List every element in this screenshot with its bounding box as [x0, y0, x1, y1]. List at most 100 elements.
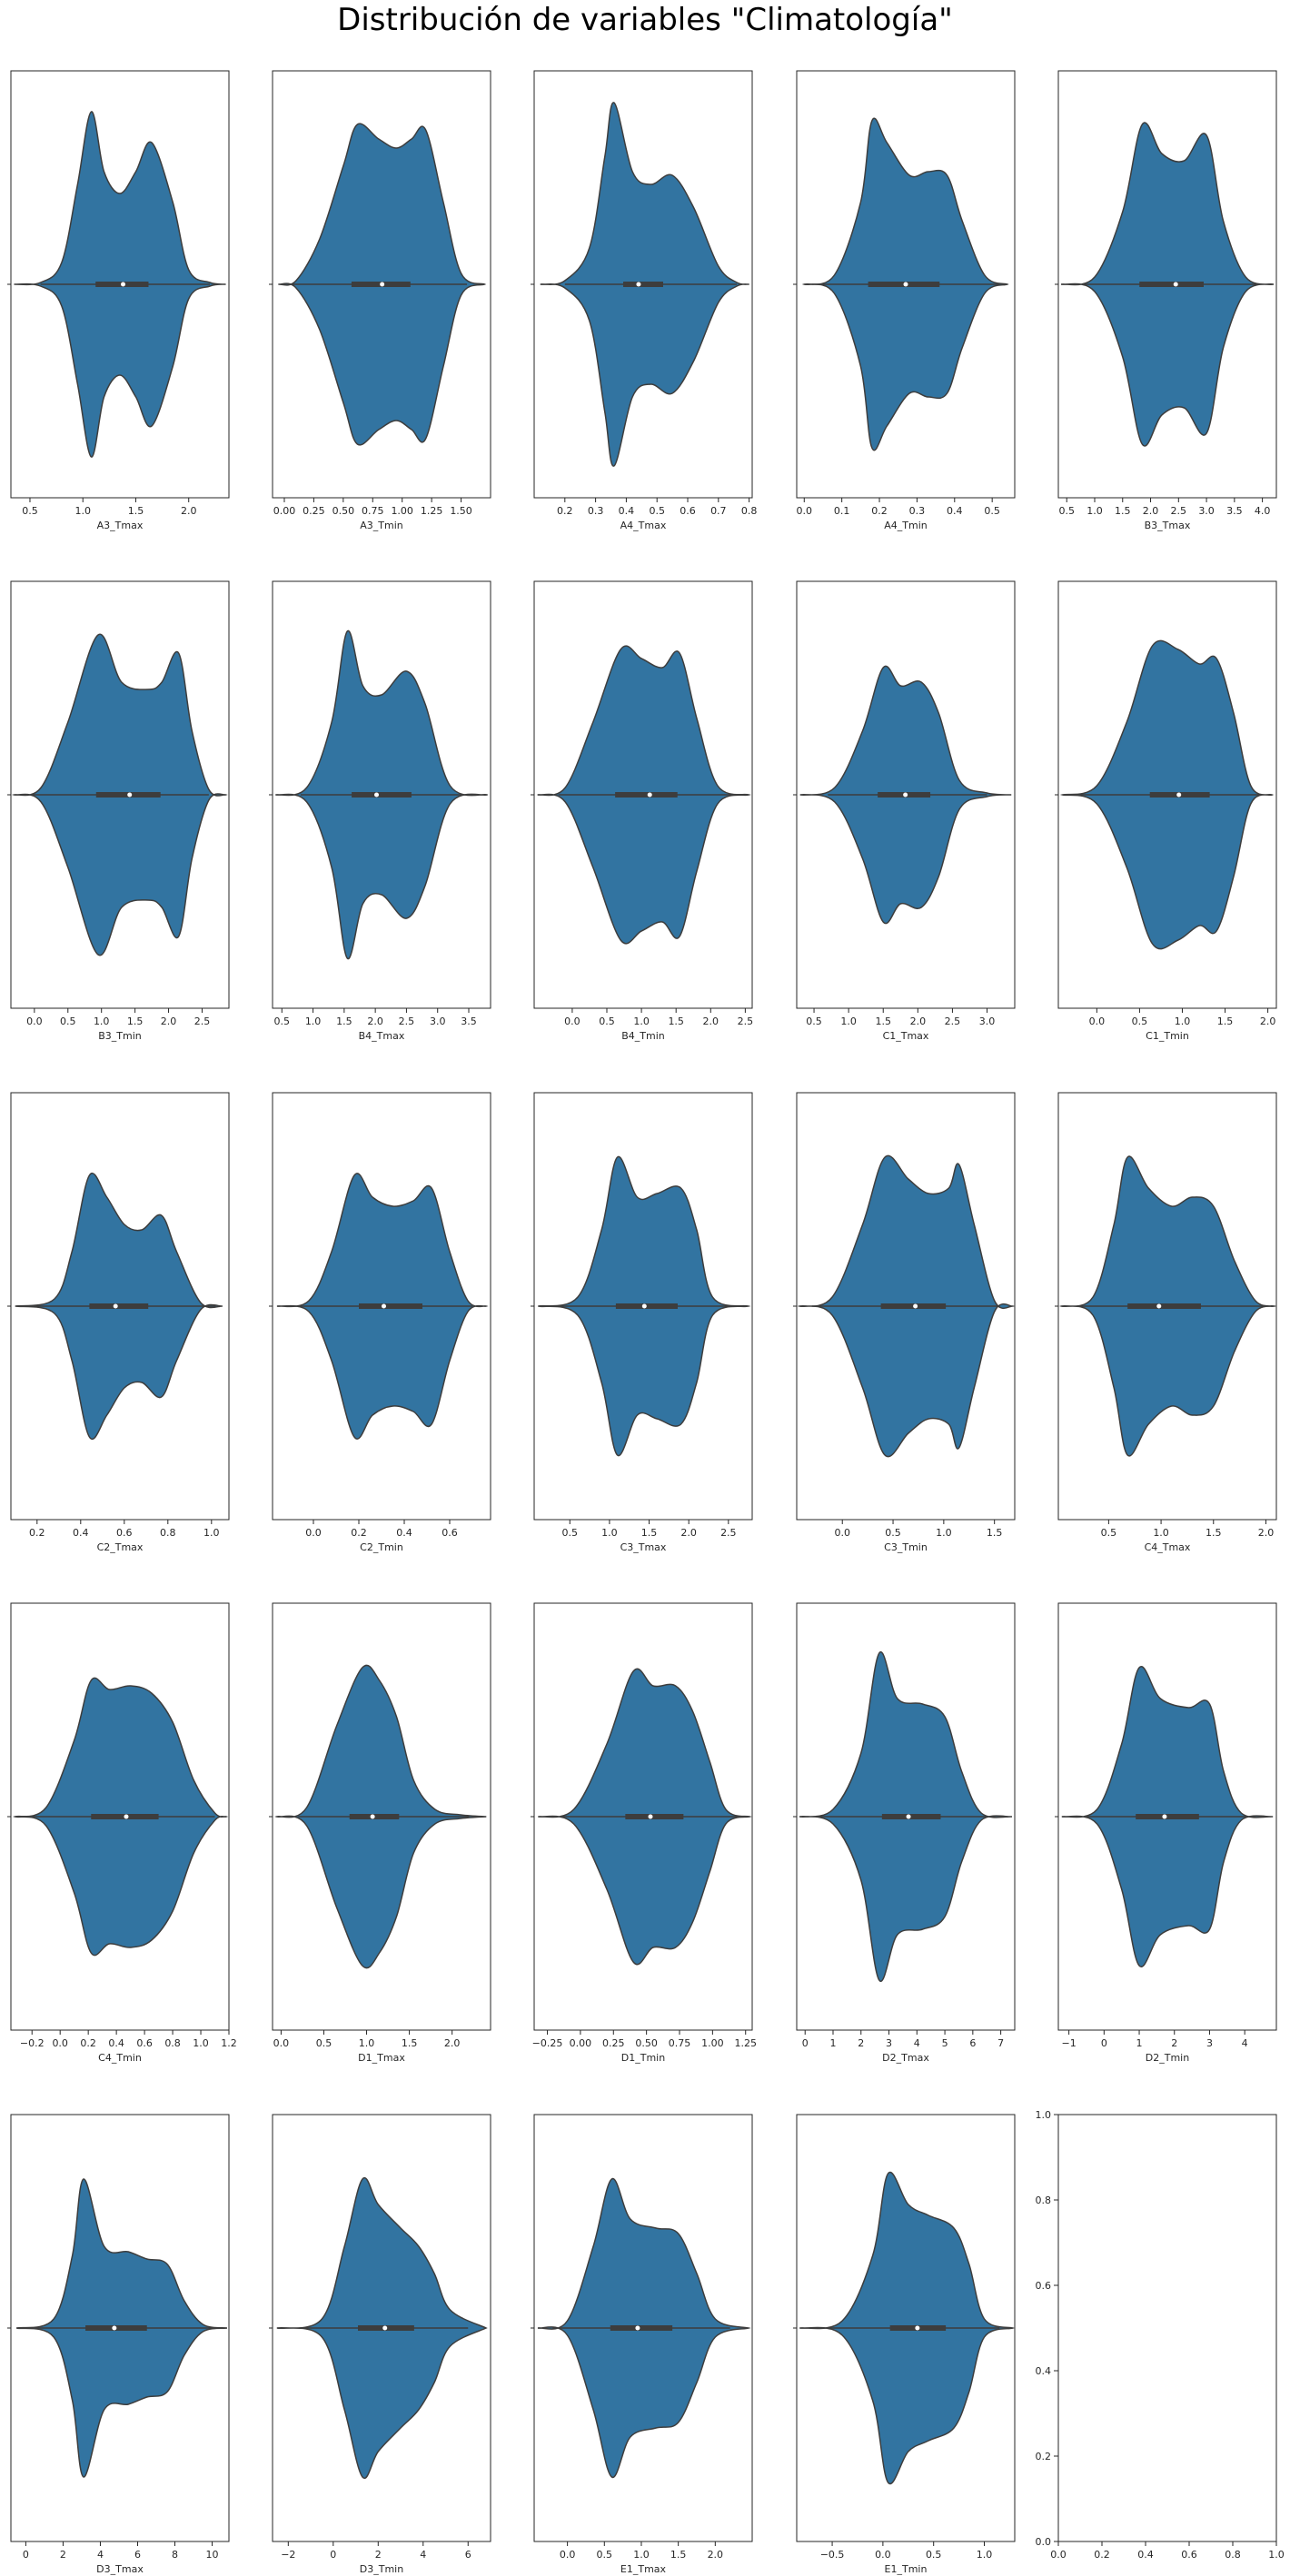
x-tick-label: 0.4 [1137, 2549, 1154, 2561]
x-tick-label: 0.8 [741, 505, 758, 517]
x-tick-label: 0.0 [834, 1527, 850, 1539]
x-tick-label: 0.8 [1225, 2549, 1241, 2561]
x-tick-label: 2.0 [708, 2549, 724, 2561]
x-tick-label: 1.0 [1153, 1527, 1169, 1539]
x-tick-label: 1.5 [641, 1527, 658, 1539]
x-tick-label: 0.0 [1050, 2549, 1067, 2561]
iqr-box [623, 282, 663, 287]
x-axis-label: D2_Tmin [1146, 2052, 1189, 2064]
x-tick-label: 1.0 [193, 2037, 209, 2049]
subplot-9: 0.5 1.0 1.5 2.0 2.5 3.0 C1_Tmax [793, 580, 1016, 1042]
x-axis-label: C3_Tmin [884, 1541, 928, 1553]
x-tick-label: 4.0 [1255, 505, 1271, 517]
x-axis-label: C4_Tmin [98, 2052, 142, 2064]
x-tick-label: 0.5 [885, 1527, 901, 1539]
x-tick-label: 0 [1101, 2037, 1107, 2049]
x-tick-label: 2.0 [367, 1016, 383, 1027]
x-tick-label: 1.0 [601, 1527, 618, 1539]
x-tick-label: 4 [97, 2549, 104, 2561]
x-tick-label: 4 [420, 2549, 426, 2561]
x-tick-label: 1.2 [221, 2037, 237, 2049]
x-tick-label: 2.0 [703, 1016, 719, 1027]
x-axis-label: A3_Tmin [360, 520, 403, 531]
x-tick-label: 0.5 [597, 2549, 613, 2561]
x-tick-label: 1.00 [391, 505, 413, 517]
x-tick-label: 1.5 [128, 505, 144, 517]
subplot-25: 0.0 0.2 0.4 0.6 0.8 1.0 0.0 0.2 0.4 0.6 0.8 1.0 [1036, 2109, 1285, 2561]
x-tick-label: 6 [134, 2549, 141, 2561]
x-tick-label: 0.25 [303, 505, 325, 517]
x-tick-label: 0.00 [570, 2037, 592, 2049]
x-tick-label: 0.4 [108, 2037, 124, 2049]
x-tick-label: 0.5 [1101, 1527, 1117, 1539]
iqr-box [881, 1814, 941, 1819]
iqr-box [89, 1303, 149, 1309]
iqr-box [625, 1814, 684, 1819]
x-tick-label: 3.5 [461, 1016, 477, 1027]
subplot-23: 0.0 0.5 1.0 1.5 2.0 E1_Tmax [531, 2114, 753, 2575]
x-tick-label: 0.5 [274, 1016, 291, 1027]
x-tick-label: 0.6 [136, 2037, 153, 2049]
subplot-5: 0.5 1.0 1.5 2.0 2.5 3.0 3.5 4.0 B3_Tmax [1055, 70, 1277, 531]
x-tick-label: 2.0 [1258, 1527, 1275, 1539]
x-tick-label: 1.0 [633, 1016, 650, 1027]
median-marker [127, 792, 133, 798]
median-marker [112, 2325, 117, 2331]
x-tick-label: 1.25 [734, 2037, 757, 2049]
x-tick-label: 0.75 [362, 505, 384, 517]
x-tick-label: 0.1 [834, 505, 850, 517]
x-tick-label: 1.0 [633, 2549, 650, 2561]
x-tick-label: 0.4 [73, 1527, 89, 1539]
x-tick-label: 0.0 [875, 2549, 891, 2561]
subplot-13: 0.5 1.0 1.5 2.0 2.5 C3_Tmax [531, 1092, 753, 1553]
x-tick-label: 1.0 [977, 2549, 993, 2561]
x-tick-label: 0.5 [806, 1016, 822, 1027]
x-tick-label: 2.0 [1260, 1016, 1276, 1027]
x-tick-label: 0.0 [305, 1527, 322, 1539]
x-tick-label: 8 [172, 2549, 178, 2561]
x-axis-label: C1_Tmin [1146, 1030, 1189, 1042]
x-axis-label: D3_Tmax [96, 2563, 144, 2575]
x-tick-label: 1.5 [336, 1016, 352, 1027]
x-axis-label: B4_Tmax [359, 1030, 405, 1042]
subplot-4: 0.0 0.1 0.2 0.3 0.4 0.5 A4_Tmin [793, 70, 1016, 531]
x-tick-label: 2 [858, 2037, 864, 2049]
x-tick-label: 0.6 [116, 1527, 133, 1539]
x-tick-label: 0.2 [80, 2037, 96, 2049]
median-marker [374, 792, 380, 798]
x-tick-label: 1.0 [840, 1016, 857, 1027]
x-tick-label: 1.0 [203, 1527, 220, 1539]
median-marker [1156, 1303, 1162, 1309]
x-tick-label: 10 [206, 2549, 219, 2561]
x-tick-label: 1.5 [127, 1016, 144, 1027]
x-tick-label: 0.6 [442, 1527, 458, 1539]
subplot-10: 0.0 0.5 1.0 1.5 2.0 C1_Tmin [1055, 580, 1277, 1042]
x-tick-label: 3 [1206, 2037, 1213, 2049]
subplot-17: 0.0 0.5 1.0 1.5 2.0 D1_Tmax [269, 1602, 491, 2064]
x-tick-label: 0.3 [588, 505, 604, 517]
x-tick-label: 0.2 [29, 1527, 45, 1539]
x-tick-label: 6 [465, 2549, 471, 2561]
x-axis-label: A4_Tmax [620, 520, 667, 531]
x-axis-label: D1_Tmin [621, 2052, 665, 2064]
x-tick-label: 0.5 [926, 2549, 942, 2561]
iqr-box [1136, 1814, 1199, 1819]
x-tick-label: 0.0 [273, 2037, 290, 2049]
x-tick-label: 2 [60, 2549, 66, 2561]
x-tick-label: 1.0 [1175, 1016, 1191, 1027]
x-tick-label: 0.4 [619, 505, 635, 517]
y-tick-label: 0.6 [1036, 2280, 1052, 2292]
subplot-21: 0 2 4 6 8 10 D3_Tmax [7, 2114, 230, 2575]
x-axis-label: C2_Tmin [360, 1541, 403, 1553]
y-tick-label: 0.0 [1036, 2536, 1052, 2548]
x-tick-label: 0.4 [396, 1527, 412, 1539]
iqr-box [1127, 1303, 1201, 1309]
x-tick-label: 1 [830, 2037, 837, 2049]
x-tick-label: 0 [23, 2549, 29, 2561]
x-tick-label: 2.0 [1143, 505, 1159, 517]
x-tick-label: 2 [1171, 2037, 1177, 2049]
x-tick-label: 6 [969, 2037, 976, 2049]
x-tick-label: 2 [375, 2549, 382, 2561]
x-axis-label: D3_Tmin [360, 2563, 403, 2575]
median-marker [903, 792, 908, 798]
